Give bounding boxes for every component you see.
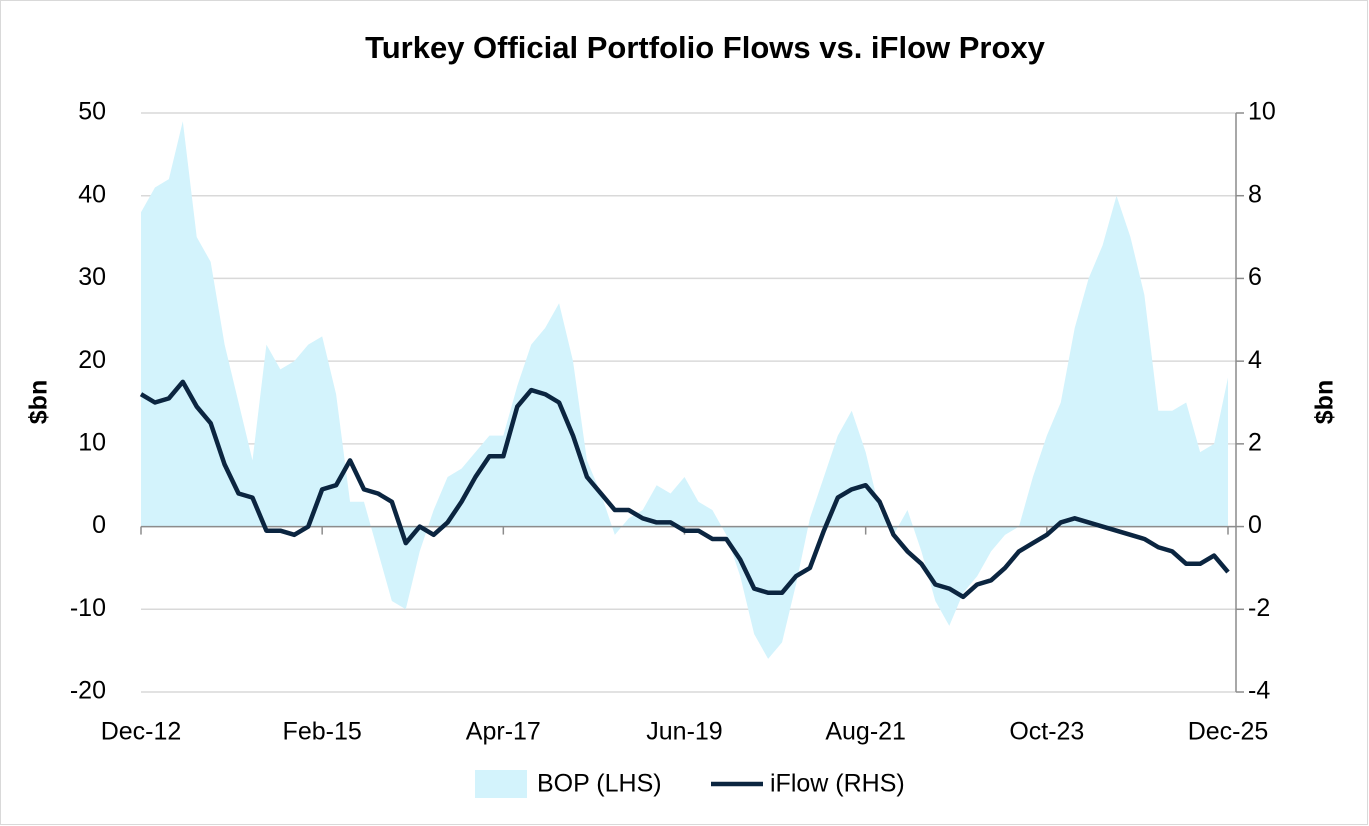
- y2-tick-label: -2: [1248, 594, 1270, 622]
- y-tick-label: 40: [78, 180, 106, 208]
- x-tick-label: Feb-15: [283, 718, 362, 746]
- y2-tick-label: 0: [1248, 511, 1262, 539]
- chart-title: Turkey Official Portfolio Flows vs. iFlo…: [365, 30, 1046, 65]
- x-tick-label: Jun-19: [646, 718, 722, 746]
- y-tick-label: 0: [92, 511, 106, 539]
- x-tick-label: Apr-17: [466, 718, 541, 746]
- y2-tick-label: 8: [1248, 180, 1262, 208]
- x-tick-label: Oct-23: [1009, 718, 1084, 746]
- legend-label: iFlow (RHS): [770, 770, 905, 798]
- x-tick-label: Dec-25: [1188, 718, 1269, 746]
- y2-axis-label: $bn: [1311, 380, 1339, 424]
- line: [139, 379, 1230, 600]
- y-tick-label: -20: [70, 677, 106, 705]
- y-tick-label: 10: [78, 428, 106, 456]
- y-tick-label: 50: [78, 98, 106, 126]
- y2-tick-label: 4: [1248, 346, 1262, 374]
- y-tick-label: 20: [78, 346, 106, 374]
- y2-tick-label: 10: [1248, 98, 1276, 126]
- y-tick-label: -10: [70, 594, 106, 622]
- y2-tick-label: -4: [1248, 677, 1270, 705]
- y-axis-label: $bn: [25, 380, 53, 424]
- y-tick-label: 30: [78, 263, 106, 291]
- y2-tick-label: 6: [1248, 263, 1262, 291]
- x-tick-label: Aug-21: [825, 718, 906, 746]
- legend-label: BOP (LHS): [537, 770, 662, 798]
- y2-tick-label: 2: [1248, 428, 1262, 456]
- x-tick-label: Dec-12: [101, 718, 182, 746]
- legend-swatch: [475, 770, 527, 798]
